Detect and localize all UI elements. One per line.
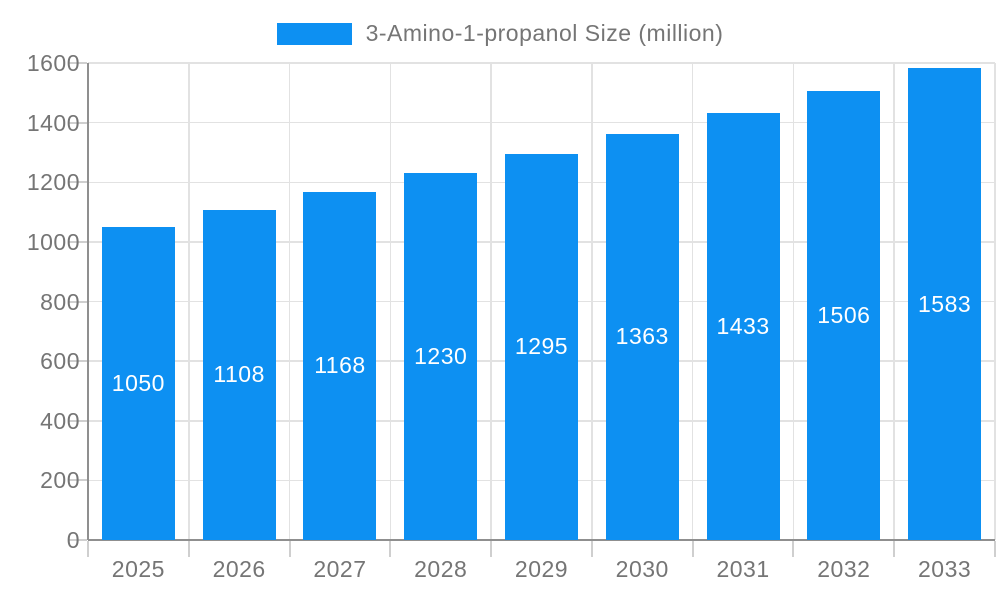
- y-axis-label: 1000: [26, 228, 80, 255]
- y-axis-tick: [69, 240, 87, 243]
- y-axis-tick: [69, 479, 87, 482]
- x-gridline: [792, 63, 795, 540]
- bar-value-label: 1583: [918, 290, 972, 317]
- x-axis-label: 2027: [313, 556, 367, 582]
- bar-2032[interactable]: 1506: [807, 91, 881, 540]
- x-axis-line: [88, 539, 995, 541]
- x-axis-label: 2030: [615, 556, 669, 582]
- x-axis-label: 2026: [212, 556, 266, 582]
- x-axis-tick: [288, 541, 291, 557]
- bar-2030[interactable]: 1363: [605, 133, 679, 540]
- x-axis-label: 2033: [918, 556, 972, 582]
- legend-swatch-icon: [276, 22, 352, 45]
- y-gridline: [88, 62, 995, 64]
- x-axis-tick: [590, 541, 593, 557]
- y-gridline: [88, 121, 995, 124]
- bar-value-label: 1230: [414, 343, 468, 370]
- x-axis-tick: [691, 541, 694, 557]
- y-axis-label: 400: [40, 407, 80, 434]
- x-axis-tick: [389, 541, 392, 557]
- bar-2026[interactable]: 1108: [202, 209, 276, 540]
- bar-value-label: 1295: [514, 333, 569, 360]
- x-gridline: [591, 63, 593, 540]
- x-gridline: [389, 63, 392, 540]
- y-axis-label: 1200: [26, 169, 80, 196]
- x-axis-tick: [792, 541, 795, 557]
- y-axis-tick: [69, 62, 87, 64]
- x-axis-tick: [994, 541, 996, 557]
- y-axis-line: [87, 63, 89, 540]
- bar-value-label: 1363: [615, 323, 669, 350]
- y-axis-tick: [69, 360, 87, 363]
- x-axis-label: 2031: [716, 556, 770, 582]
- legend-label: 3-Amino-1-propanol Size (million): [365, 20, 724, 46]
- y-axis-tick: [69, 419, 87, 422]
- y-axis-tick: [69, 300, 87, 303]
- x-axis-tick: [490, 541, 493, 557]
- bar-2033[interactable]: 1583: [908, 68, 982, 540]
- x-axis-label: 2032: [817, 556, 871, 582]
- bar-value-label: 1168: [314, 352, 366, 379]
- bar-2028[interactable]: 1230: [404, 173, 478, 540]
- bar-value-label: 1433: [716, 312, 770, 339]
- bar-2031[interactable]: 1433: [706, 112, 780, 540]
- y-axis-label: 200: [40, 467, 80, 494]
- plot-area: 0 200 400 600 800 1000 1200 1400 1600 1050 2025 110…: [27, 50, 996, 582]
- x-gridline: [490, 63, 492, 540]
- x-gridline: [691, 63, 694, 540]
- y-axis-label: 0: [66, 527, 80, 553]
- x-axis-tick: [87, 541, 89, 557]
- x-axis-tick: [893, 541, 896, 557]
- x-axis-tick: [187, 541, 190, 557]
- x-gridline: [994, 63, 996, 540]
- x-gridline: [288, 63, 291, 540]
- x-gridline: [188, 63, 190, 540]
- chart-legend[interactable]: 3-Amino-1-propanol Size (million): [0, 20, 1000, 47]
- y-axis-tick: [69, 121, 87, 124]
- bar-value-label: 1506: [817, 302, 871, 328]
- y-axis-label: 800: [40, 288, 80, 315]
- bar-2029[interactable]: 1295: [505, 153, 578, 540]
- y-axis-label: 1400: [26, 109, 80, 136]
- bar-2027[interactable]: 1168: [303, 191, 377, 540]
- bar-value-label: 1108: [213, 361, 265, 388]
- x-axis-label: 2028: [414, 556, 468, 582]
- y-axis-tick: [69, 539, 87, 541]
- y-axis-label: 600: [40, 348, 80, 375]
- x-axis-label: 2029: [514, 556, 569, 582]
- bar-2025[interactable]: 1050: [101, 226, 175, 540]
- x-axis-label: 2025: [111, 556, 165, 582]
- y-axis-tick: [69, 181, 87, 184]
- bar-value-label: 1050: [111, 369, 165, 396]
- x-gridline: [893, 63, 895, 540]
- y-axis-label: 1600: [26, 50, 80, 76]
